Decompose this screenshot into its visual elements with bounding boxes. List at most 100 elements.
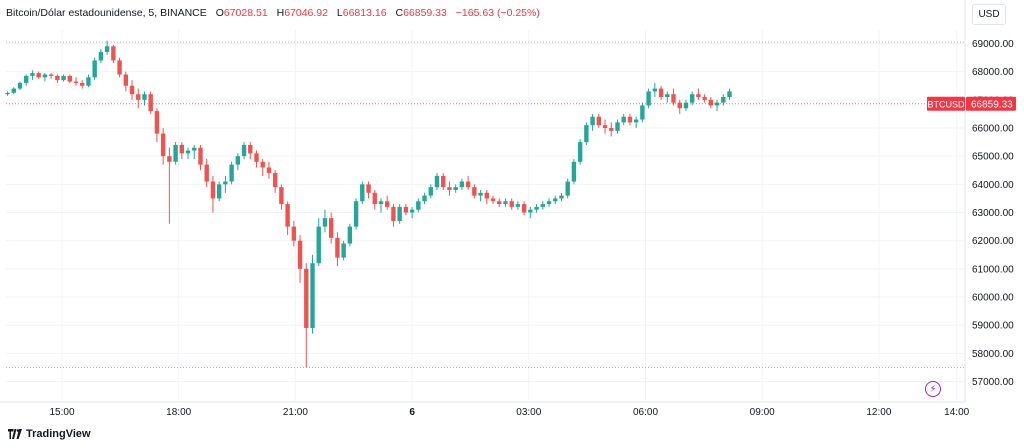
time-tick-label: 14:00 (944, 407, 969, 418)
chart-header: Bitcoin/Dólar estadounidense, 5, BINANCE… (6, 7, 540, 19)
candle-body (559, 195, 564, 199)
candle-body (484, 192, 489, 199)
change-value: −165.63 (−0.25%) (455, 7, 540, 19)
candle-body (129, 85, 135, 95)
candle-body (640, 105, 645, 120)
low-value: 66813.16 (342, 7, 387, 19)
candle-body (24, 75, 29, 83)
candle-body (441, 175, 446, 188)
candle-body (67, 75, 72, 82)
candle-body (652, 88, 658, 92)
candle-body (416, 201, 421, 210)
chart-grid (0, 0, 966, 403)
high-label: H (276, 7, 285, 19)
candle-body (291, 226, 297, 241)
price-tick-label: 60000.00 (972, 293, 1014, 304)
price-tick-label: 58000.00 (972, 349, 1014, 360)
price-axis: 69000.0068000.0067000.0066000.0065000.00… (972, 39, 1014, 388)
time-tick-label: 18:00 (166, 407, 191, 418)
candle-body (17, 82, 23, 89)
low-label: L (336, 7, 343, 19)
candle-body (73, 81, 79, 83)
candle-body (335, 237, 340, 258)
candle-body (266, 167, 272, 174)
candle-body (285, 204, 290, 227)
candle-body (160, 133, 166, 157)
candle-body (297, 240, 303, 269)
time-tick-label: 6 (409, 407, 415, 418)
candle-body (571, 161, 577, 182)
candle-body (553, 198, 558, 202)
candle-body (173, 144, 178, 162)
candle-body (304, 268, 309, 329)
close-label: C (395, 7, 404, 19)
candle-body (677, 102, 682, 109)
symbol-tag-bg (927, 96, 965, 111)
candle-body (490, 198, 496, 202)
candle-body (11, 88, 16, 93)
candle-body (272, 173, 278, 188)
candle-body (434, 175, 440, 188)
candle-body (689, 94, 695, 103)
candle-body (254, 153, 259, 162)
time-axis: 15:00 18:00 21:00 6 03:00 06:00 09:00 12:00 14:0… (49, 407, 969, 418)
candle-body (235, 156, 241, 165)
candle-body (148, 94, 153, 112)
candle-body (341, 243, 346, 258)
candle-body (478, 192, 483, 196)
candle-body (372, 192, 377, 205)
price-tick-label: 64000.00 (972, 180, 1014, 191)
candle-body (316, 226, 321, 264)
symbol-title: Bitcoin/Dólar estadounidense, 5, BINANCE (6, 7, 207, 19)
candle-body (565, 181, 570, 196)
candle-body (104, 46, 110, 52)
candle-body (609, 128, 614, 131)
candle-body (528, 209, 533, 213)
candle-body (596, 116, 602, 126)
last-price-line: BTCUSD 66859.33 (6, 96, 1016, 111)
candles (5, 40, 732, 368)
candle-body (646, 91, 651, 106)
candle-body (497, 201, 502, 205)
candle-body (658, 88, 664, 98)
time-tick-label: 12:00 (866, 407, 891, 418)
candle-body (428, 187, 433, 196)
time-tick-label: 21:00 (283, 407, 308, 418)
candle-body (192, 147, 197, 151)
candle-body (366, 184, 371, 193)
candle-body (136, 94, 141, 100)
price-tick-label: 61000.00 (972, 264, 1014, 275)
candle-body (92, 60, 97, 78)
candle-body (453, 187, 458, 190)
candle-body (42, 74, 48, 78)
candle-body (546, 201, 552, 205)
candle-body (80, 82, 85, 86)
candle-body (590, 116, 595, 126)
price-tick-label: 66000.00 (972, 124, 1014, 135)
candle-body (36, 73, 41, 78)
candle-body (117, 60, 122, 75)
tradingview-brand[interactable]: TradingView (8, 428, 91, 440)
candle-body (347, 226, 353, 244)
brand-label: TradingView (26, 428, 91, 440)
close-value: 66859.33 (403, 7, 447, 19)
currency-button[interactable]: USD (972, 4, 1006, 25)
candle-body (204, 164, 209, 182)
candle-body (179, 144, 185, 154)
lightning-icon[interactable]: ⚡ (925, 381, 941, 397)
candle-body (509, 201, 514, 207)
price-tick-label: 63000.00 (972, 208, 1014, 219)
candle-body (447, 187, 452, 190)
open-value: 67028.51 (223, 7, 268, 19)
price-tick-label: 57000.00 (972, 377, 1014, 388)
candle-body (702, 97, 707, 100)
candle-body (409, 209, 415, 213)
candle-body (683, 102, 689, 109)
candle-body (602, 125, 608, 129)
candle-body (584, 125, 589, 143)
candle-body (422, 195, 427, 202)
candle-body (5, 92, 10, 95)
candle-body (86, 77, 91, 86)
candle-body (353, 201, 359, 227)
